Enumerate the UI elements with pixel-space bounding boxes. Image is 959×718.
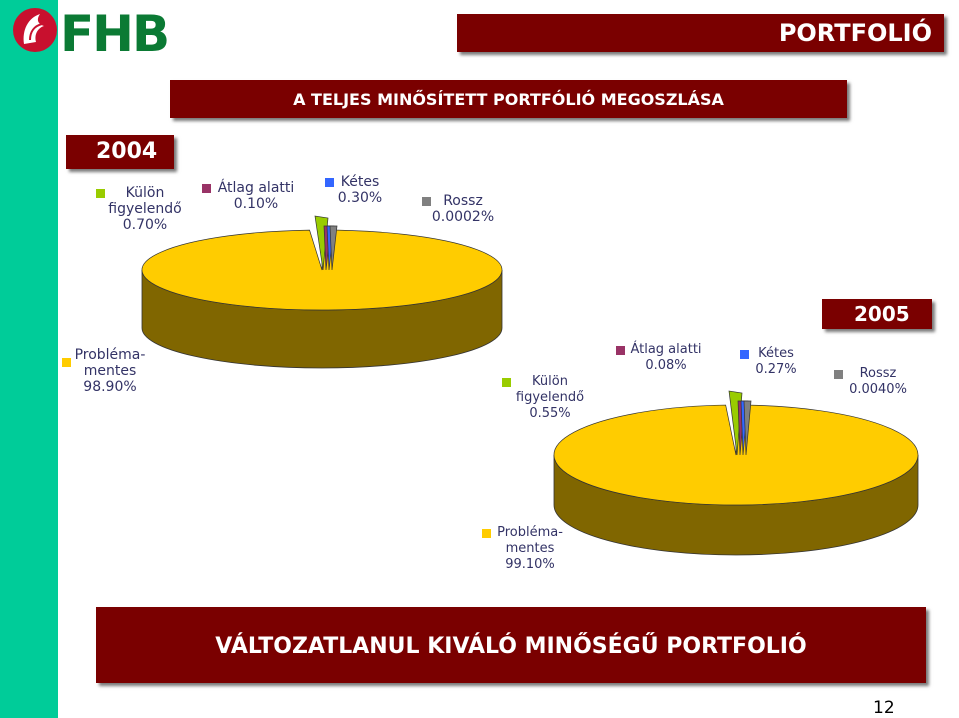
label-line: mentes [83,363,137,379]
conclusion-text: VÁLTOZATLANUL KIVÁLÓ MINŐSÉGŰ PORTFOLIÓ [215,634,807,659]
label-line: 0.27% [755,362,797,377]
legend-swatch [96,189,105,198]
label-line: 0.55% [529,406,571,421]
year-2005-banner: 2005 [822,299,932,329]
label-line: Átlag alatti [630,342,702,357]
label-line: Kétes [758,346,794,361]
label-line: Probléma- [497,525,563,540]
legend-swatch [482,529,491,538]
page-title: A TELJES MINŐSÍTETT PORTFÓLIÓ MEGOSZLÁSA [293,90,724,109]
pie-2004-label-kulon: Külön figyelendő 0.70% [96,185,190,233]
pie-2005-slice-4 [743,400,752,456]
label-line: Külön [532,374,568,389]
pie-2005-label-kulon: Külön figyelendő 0.55% [500,374,600,422]
chart-title-2005: 2005 [854,302,910,326]
title-banner: A TELJES MINŐSÍTETT PORTFÓLIÓ MEGOSZLÁSA [170,80,847,118]
pie-2005-slice-0 [553,404,919,506]
pie-2004-slice-0 [141,229,503,311]
pie-2005-label-ketes: Kétes 0.27% [740,346,812,378]
pie-2005-label-problemamentes: Probléma- mentes 99.10% [480,525,580,573]
chart-title-2004: 2004 [96,139,158,164]
legend-swatch [616,346,625,355]
label-line: 98.90% [83,379,137,395]
year-2004-banner: 2004 [66,135,174,169]
label-line: 0.30% [337,190,383,206]
pie-2004-label-problemamentes: Probléma- mentes 98.90% [60,347,160,395]
label-line: Kétes [340,174,380,190]
legend-swatch [834,370,843,379]
label-line: 99.10% [505,557,555,572]
label-line: figyelendő [108,201,182,217]
label-line: 0.10% [233,196,279,212]
label-line: 0.08% [645,358,687,373]
label-line: 0.0040% [849,382,907,397]
logo-text: FHB [60,5,170,63]
label-line: figyelendő [515,390,585,405]
legend-swatch [740,350,749,359]
legend-swatch [62,358,71,367]
section-title: PORTFOLIÓ [778,19,932,47]
label-line: Probléma- [74,347,146,363]
side-stripe [0,0,58,718]
pie-2005-label-atlag: Átlag alatti 0.08% [616,342,716,374]
legend-swatch [422,197,431,206]
pie-2004-label-ketes: Kétes 0.30% [325,174,395,206]
pie-2005-label-rossz: Rossz 0.0040% [832,366,924,398]
legend-swatch [202,184,211,193]
section-banner: PORTFOLIÓ [457,14,944,52]
label-line: Átlag alatti [217,180,295,196]
label-line: Rossz [443,193,483,209]
label-line: Külön [125,185,165,201]
pie-2004-label-rossz: Rossz 0.0002% [418,193,508,225]
pie-2004-slice-4 [329,225,338,271]
label-line: 0.70% [122,217,168,233]
label-line: 0.0002% [431,209,495,225]
page-number: 12 [873,698,895,718]
pie-2004-label-atlag: Átlag alatti 0.10% [202,180,306,212]
legend-swatch [325,178,334,187]
conclusion-banner: VÁLTOZATLANUL KIVÁLÓ MINŐSÉGŰ PORTFOLIÓ [96,607,926,683]
label-line: Rossz [859,366,897,381]
legend-swatch [502,378,511,387]
label-line: mentes [505,541,555,556]
